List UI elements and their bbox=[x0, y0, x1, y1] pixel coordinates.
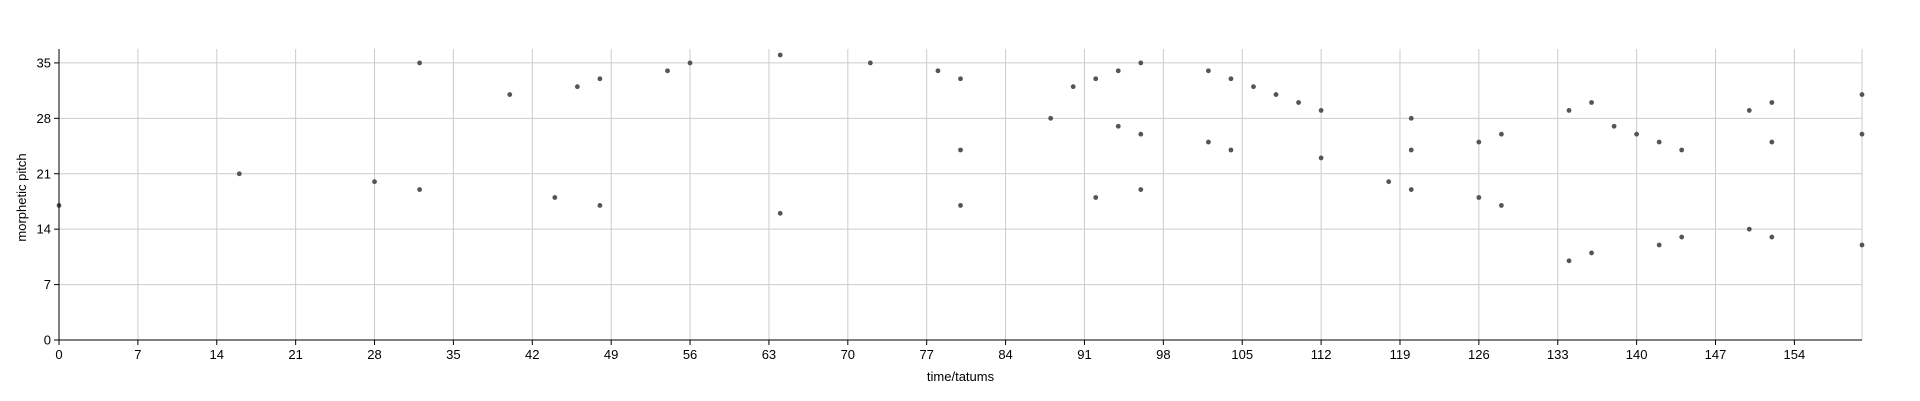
data-point bbox=[777, 210, 783, 216]
data-point bbox=[236, 171, 242, 177]
axes bbox=[58, 49, 1862, 341]
data-point bbox=[958, 76, 963, 82]
data-point bbox=[1206, 68, 1211, 74]
data-point bbox=[1656, 139, 1662, 145]
data-point bbox=[1589, 250, 1594, 256]
data-point bbox=[1769, 139, 1775, 145]
data-point bbox=[1228, 147, 1234, 153]
data-point bbox=[574, 84, 580, 90]
data-point bbox=[1318, 155, 1324, 161]
x-tick-label: 7 bbox=[134, 347, 141, 362]
data-point bbox=[1251, 84, 1256, 90]
data-point bbox=[552, 195, 558, 200]
x-tick-label: 112 bbox=[1311, 347, 1332, 362]
x-tick-label: 147 bbox=[1705, 347, 1727, 362]
x-tick-label: 105 bbox=[1231, 347, 1253, 362]
x-tick-label: 21 bbox=[288, 347, 302, 362]
data-point bbox=[507, 92, 513, 97]
data-point bbox=[777, 52, 783, 58]
x-tick-label: 133 bbox=[1547, 347, 1569, 362]
data-point bbox=[1859, 92, 1865, 97]
data-point bbox=[597, 203, 603, 208]
x-tick-label: 140 bbox=[1626, 347, 1648, 362]
gridlines bbox=[58, 49, 1863, 340]
x-tick-label: 126 bbox=[1468, 347, 1490, 362]
data-point bbox=[867, 60, 873, 66]
data-point bbox=[687, 60, 693, 66]
data-point bbox=[1679, 234, 1685, 240]
data-point bbox=[1769, 234, 1775, 240]
data-point bbox=[597, 76, 603, 82]
data-points bbox=[56, 52, 1865, 264]
data-point bbox=[1093, 76, 1099, 82]
data-point bbox=[935, 68, 941, 74]
data-point bbox=[372, 179, 377, 185]
y-tick-label: 28 bbox=[37, 111, 51, 126]
ticks: 0 7 14 21 28 35 42 49 56 63 70 77 84 91 98 105 112 119 126… bbox=[37, 55, 1806, 362]
data-point bbox=[1138, 131, 1144, 137]
data-point bbox=[1070, 84, 1076, 90]
data-point bbox=[1318, 108, 1324, 113]
x-tick-label: 63 bbox=[762, 347, 776, 362]
x-tick-label: 28 bbox=[367, 347, 381, 362]
data-point bbox=[1566, 258, 1572, 264]
data-point bbox=[1746, 108, 1752, 113]
x-axis-label: time/tatums bbox=[927, 369, 995, 384]
x-tick-label: 119 bbox=[1390, 347, 1411, 362]
data-point bbox=[665, 68, 670, 74]
data-point bbox=[417, 187, 422, 192]
data-point bbox=[1476, 139, 1482, 145]
data-point bbox=[1138, 187, 1144, 192]
y-tick-label: 21 bbox=[37, 166, 51, 181]
data-point bbox=[1499, 203, 1504, 208]
data-point bbox=[1679, 147, 1685, 153]
x-tick-label: 56 bbox=[683, 347, 697, 362]
data-point bbox=[1115, 68, 1121, 74]
data-point bbox=[1589, 100, 1594, 105]
data-point bbox=[1138, 60, 1144, 66]
data-point bbox=[417, 60, 422, 66]
data-point bbox=[1273, 92, 1279, 97]
y-tick-label: 35 bbox=[37, 55, 51, 70]
data-point bbox=[1859, 242, 1865, 248]
data-point bbox=[1656, 242, 1662, 248]
data-point bbox=[1386, 179, 1392, 185]
x-tick-label: 77 bbox=[919, 347, 933, 362]
data-point bbox=[1566, 108, 1572, 113]
data-point bbox=[1115, 123, 1121, 129]
data-point bbox=[1228, 76, 1234, 82]
data-point bbox=[958, 147, 963, 153]
data-point bbox=[1476, 195, 1482, 200]
data-point bbox=[1093, 195, 1099, 200]
data-point bbox=[1408, 147, 1414, 153]
x-tick-label: 42 bbox=[525, 347, 539, 362]
x-tick-label: 0 bbox=[55, 347, 62, 362]
y-tick-label: 0 bbox=[44, 333, 51, 348]
data-point bbox=[1048, 115, 1054, 121]
data-point bbox=[1499, 131, 1504, 137]
data-point bbox=[1634, 131, 1640, 137]
data-point bbox=[1746, 226, 1752, 232]
x-tick-label: 35 bbox=[446, 347, 460, 362]
x-tick-label: 70 bbox=[841, 347, 855, 362]
y-tick-label: 14 bbox=[37, 222, 51, 237]
data-point bbox=[1408, 187, 1414, 192]
y-axis-label: morphetic pitch bbox=[14, 153, 29, 241]
data-point bbox=[1859, 131, 1865, 137]
x-tick-label: 98 bbox=[1156, 347, 1170, 362]
data-point bbox=[1611, 123, 1617, 129]
data-point bbox=[958, 203, 963, 208]
x-tick-label: 91 bbox=[1077, 347, 1091, 362]
x-tick-label: 154 bbox=[1784, 347, 1806, 362]
y-tick-label: 7 bbox=[44, 277, 51, 292]
data-point bbox=[1769, 100, 1775, 105]
data-point bbox=[1206, 139, 1211, 145]
x-tick-label: 84 bbox=[998, 347, 1012, 362]
data-point bbox=[1408, 115, 1414, 121]
x-tick-label: 14 bbox=[210, 347, 224, 362]
x-tick-label: 49 bbox=[604, 347, 618, 362]
data-point bbox=[1296, 100, 1301, 105]
